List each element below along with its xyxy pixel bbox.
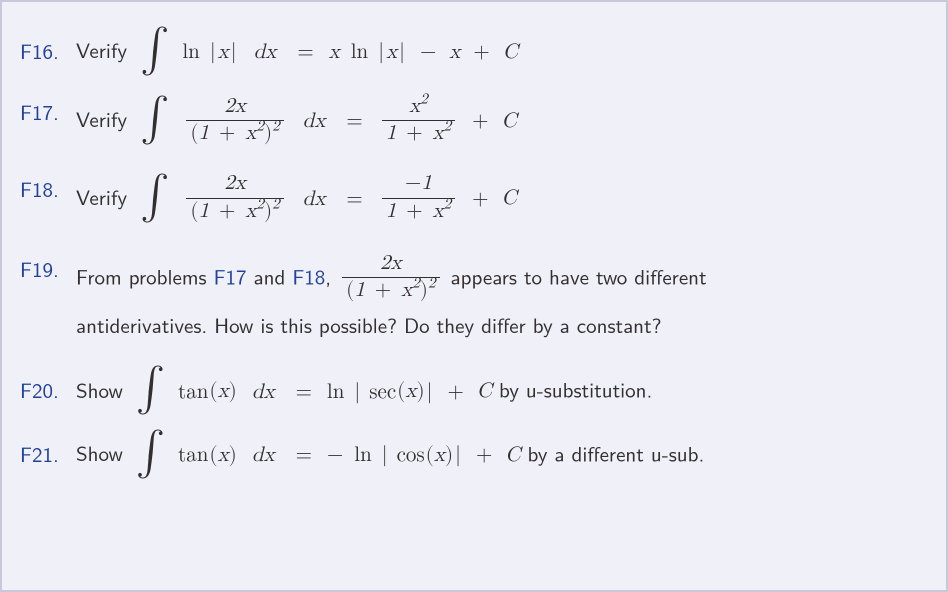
rhs-fraction: −1 1 + x2	[382, 172, 455, 223]
problem-f19: F19. From problems F17 and F18, 2x (1 + …	[20, 242, 916, 340]
lead-word: Verify	[76, 104, 127, 134]
tail-text: by a different u-sub.	[527, 438, 704, 468]
lead-word: Verify	[76, 182, 127, 212]
problem-f17: F17. Verify ∫ 2x (1 + x2)2 dx = x2 1 + x…	[20, 81, 916, 148]
equation: ∫ ln |x| dx = x ln |x| − x + C	[140, 36, 518, 71]
ref-f17: F17	[214, 261, 247, 291]
text-pre: From problems	[76, 261, 214, 291]
equation: ∫ tan(x) dx = ln | sec(x)| + C	[136, 375, 492, 410]
lhs-fraction: 2x (1 + x2)2	[186, 95, 283, 146]
problem-f21: F21. Show ∫ tan(x) dx = − ln | cos(x)| +…	[20, 421, 916, 474]
problem-body: Show ∫ tan(x) dx = ln | sec(x)| + C by u…	[76, 357, 916, 410]
problem-f20: F20. Show ∫ tan(x) dx = ln | sec(x)| + C…	[20, 357, 916, 410]
lead-word: Show	[76, 375, 123, 405]
problem-label: F18.	[20, 158, 76, 204]
problem-body: Verify ∫ 2x (1 + x2)2 dx = x2 1 + x2 + C	[76, 81, 916, 148]
problem-f16: F16. Verify ∫ ln |x| dx = x ln |x| − x +…	[20, 12, 916, 71]
lead-word: Show	[76, 438, 123, 468]
text-mid2: ,	[325, 261, 338, 291]
problem-label: F17.	[20, 81, 76, 127]
equation: ∫ 2x (1 + x2)2 dx = −1 1 + x2 + C	[140, 174, 517, 225]
integral-sign: ∫	[140, 32, 169, 67]
problem-body: From problems F17 and F18, 2x (1 + x2)2 …	[76, 242, 916, 340]
text-line2: antiderivatives. How is this possible? D…	[76, 311, 916, 339]
problem-label: F19.	[20, 242, 76, 284]
text-post1: appears to have two different	[451, 261, 707, 291]
inline-fraction: 2x (1 + x2)2	[338, 254, 443, 305]
ref-f18: F18	[292, 261, 325, 291]
integral-sign: ∫	[136, 371, 165, 406]
problem-body: Verify ∫ ln |x| dx = x ln |x| − x + C	[76, 12, 916, 71]
equation: ∫ 2x (1 + x2)2 dx = x2 1 + x2 + C	[140, 97, 517, 148]
tail-text: by u-substitution.	[499, 375, 652, 405]
problem-body: Show ∫ tan(x) dx = − ln | cos(x)| + C by…	[76, 421, 916, 474]
integral-sign: ∫	[136, 435, 165, 470]
equation: ∫ tan(x) dx = − ln | cos(x)| + C	[136, 439, 521, 474]
lhs-fraction: 2x (1 + x2)2	[186, 172, 283, 223]
problem-body: Verify ∫ 2x (1 + x2)2 dx = −1 1 + x2 + C	[76, 158, 916, 225]
text-mid1: and	[247, 261, 293, 291]
problem-label: F16.	[20, 12, 76, 66]
lead-word: Verify	[76, 35, 127, 65]
rhs-fraction: x2 1 + x2	[382, 95, 455, 146]
problem-label: F20.	[20, 357, 76, 405]
integral-sign: ∫	[140, 179, 169, 214]
problem-f18: F18. Verify ∫ 2x (1 + x2)2 dx = −1 1 + x…	[20, 158, 916, 225]
problem-label: F21.	[20, 421, 76, 469]
integral-sign: ∫	[140, 101, 169, 136]
